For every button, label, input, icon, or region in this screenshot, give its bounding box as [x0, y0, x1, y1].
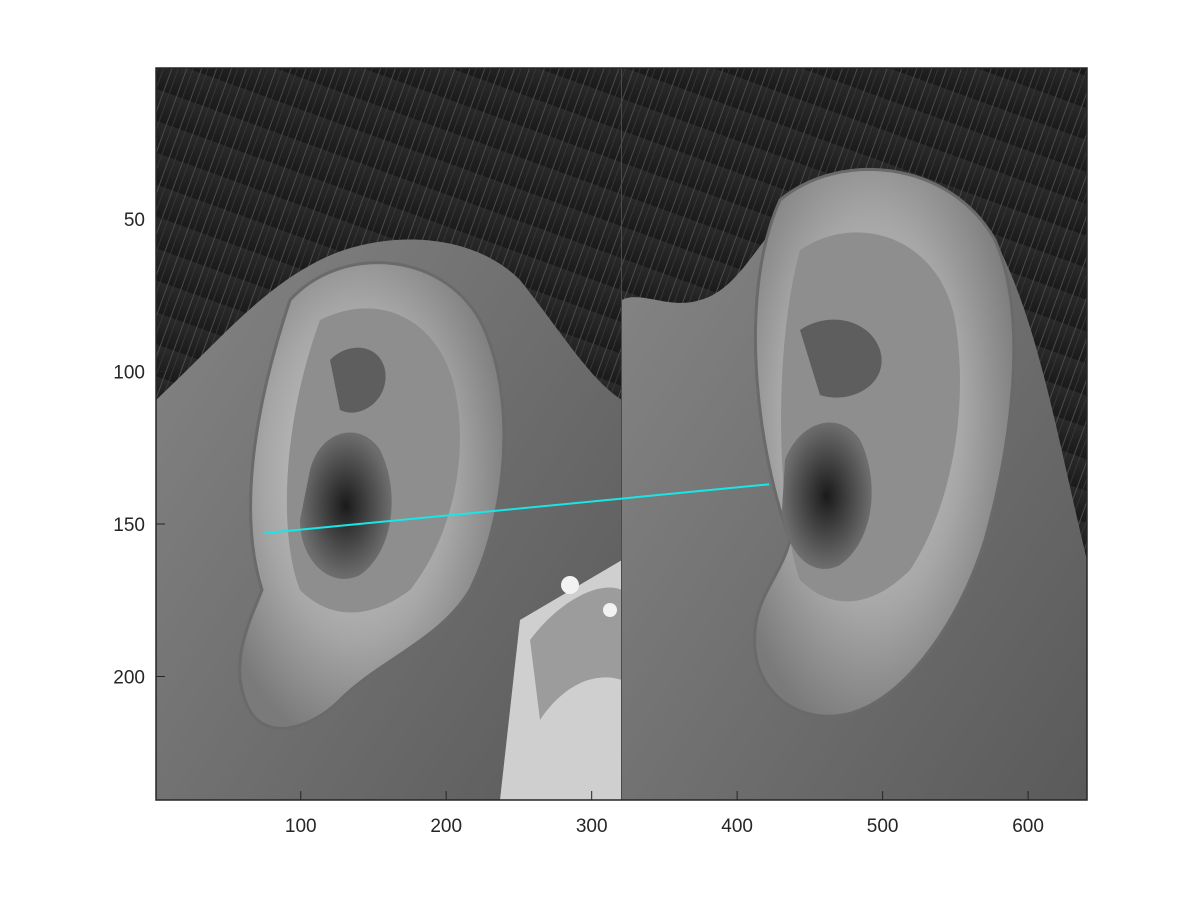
axes-frame [155, 67, 1088, 801]
y-tick-label: 200 [113, 667, 145, 688]
x-tick-label: 100 [285, 816, 317, 837]
x-tick-label: 400 [721, 816, 753, 837]
x-axis: 100 200 300 400 500 600 [285, 791, 1044, 837]
x-tick-label: 600 [1012, 816, 1044, 837]
y-tick-label: 150 [113, 515, 145, 536]
y-tick-label: 100 [113, 362, 145, 383]
x-tick-label: 500 [867, 816, 899, 837]
right-ear-photo [622, 68, 1087, 800]
y-tick-label: 50 [124, 210, 145, 231]
x-tick-label: 300 [576, 816, 608, 837]
x-tick-label: 200 [430, 816, 462, 837]
left-ear-photo [156, 68, 622, 800]
image-area [156, 68, 1087, 800]
y-axis: 50 100 150 200 [113, 210, 165, 688]
match-line [264, 483, 770, 535]
